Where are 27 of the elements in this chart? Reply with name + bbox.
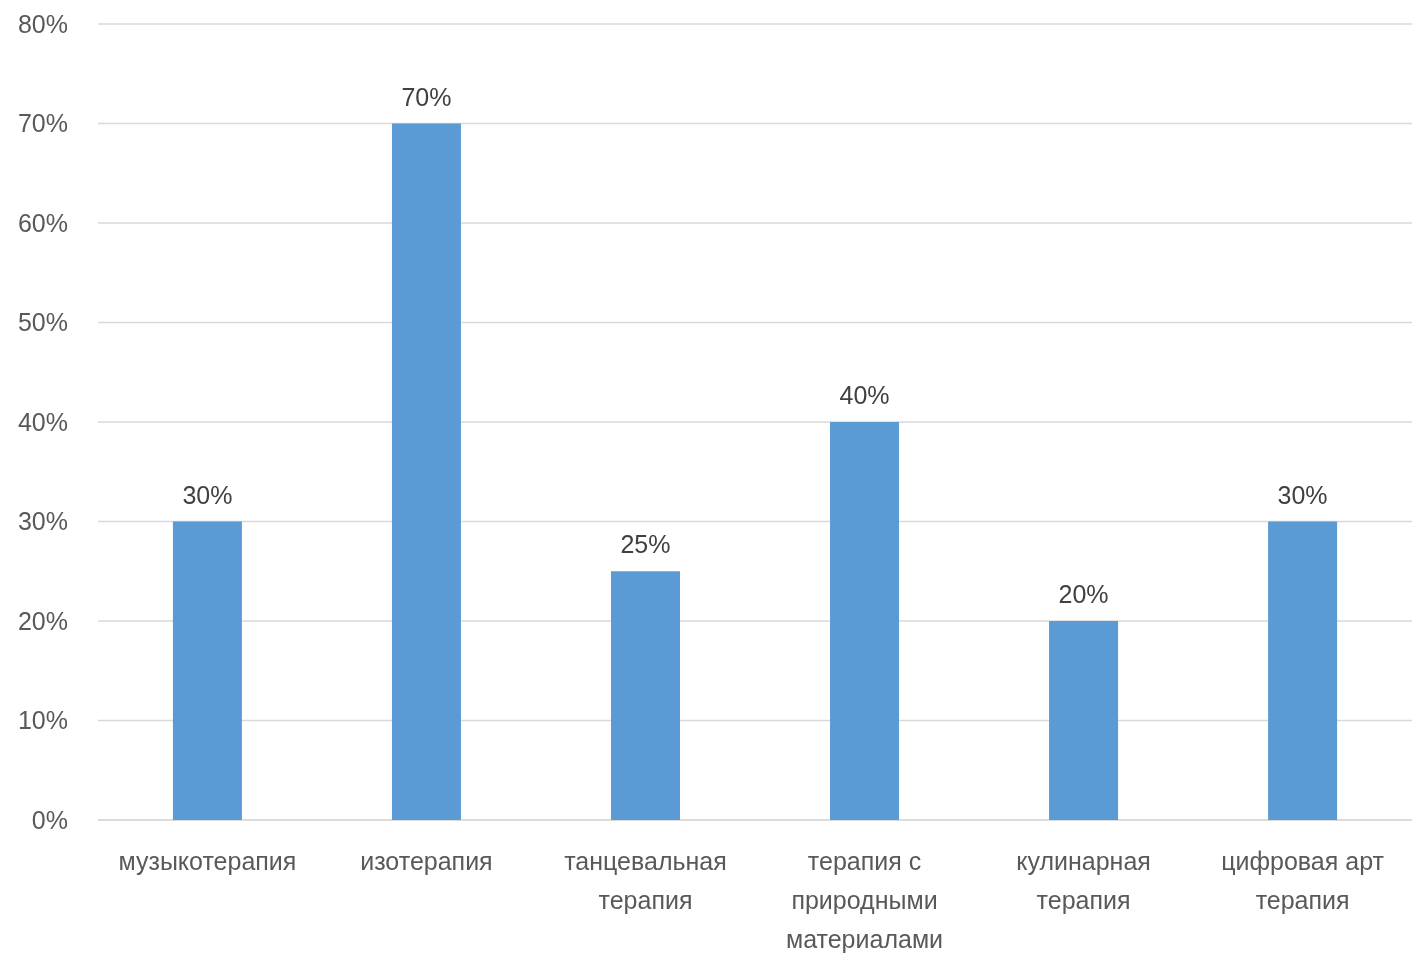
x-tick-label: кулинарная терапия	[1016, 847, 1151, 914]
y-tick-label: 50%	[17, 308, 68, 337]
y-tick-label: 40%	[17, 407, 68, 436]
x-tick-label: изотерапия	[360, 847, 493, 875]
data-label: 30%	[1277, 480, 1328, 509]
data-label: 70%	[401, 82, 452, 111]
bar	[391, 123, 461, 820]
y-tick-label: 0%	[31, 805, 68, 834]
y-tick-label: 10%	[17, 706, 68, 735]
data-label: 25%	[620, 530, 671, 559]
bar	[1268, 521, 1338, 820]
y-tick-label: 20%	[17, 606, 68, 635]
data-label: 20%	[1058, 580, 1109, 608]
data-label: 30%	[182, 480, 233, 509]
y-tick-label: 80%	[17, 9, 68, 38]
x-tick-label: цифровая арт терапия	[1221, 847, 1385, 914]
x-tick-label: танцевальная терапия	[564, 847, 727, 914]
x-tick-label: терапия с природными материалами	[786, 847, 944, 953]
y-tick-label: 70%	[17, 109, 68, 138]
bar	[610, 571, 680, 820]
data-label: 40%	[839, 381, 890, 409]
y-tick-label: 30%	[17, 507, 68, 536]
y-tick-label: 60%	[17, 208, 68, 237]
bar	[172, 521, 242, 820]
x-tick-label: музыкотерапия	[118, 847, 297, 875]
bar	[830, 422, 900, 820]
bar	[1049, 621, 1119, 820]
